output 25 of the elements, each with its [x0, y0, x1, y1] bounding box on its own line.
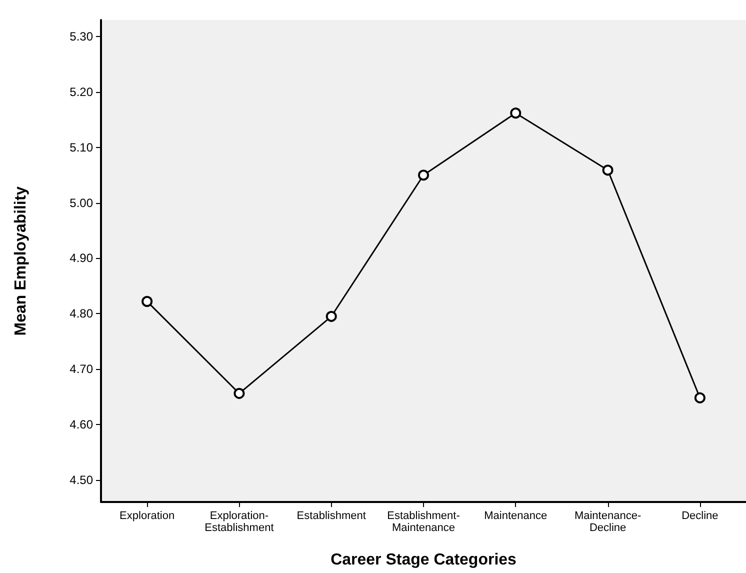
point — [510, 108, 522, 119]
y-tick-label: 4.80 — [70, 306, 94, 321]
y-tick-label: 4.60 — [70, 417, 94, 432]
x-axis-title: Career Stage Categories — [330, 552, 517, 568]
point — [694, 392, 706, 404]
point — [142, 296, 153, 307]
x-tick-label: Exploration-Establishment — [204, 510, 274, 534]
x-tick-label: Exploration — [120, 510, 175, 522]
y-tick-label: 5.30 — [70, 30, 94, 44]
y-tick-label: 4.70 — [70, 362, 94, 376]
y-axis-title: Mean Employability — [12, 186, 30, 336]
point — [234, 388, 245, 399]
x-tick-label: Maintenance — [484, 510, 548, 522]
x-tick-label: Maintenance-Decline — [574, 510, 642, 534]
y-tick-label: 4.50 — [70, 472, 94, 487]
y-tick-label: 4.90 — [70, 251, 94, 266]
y-tick-label: 5.00 — [70, 196, 94, 210]
x-tick-label: Establishment-Maintenance — [387, 510, 460, 534]
point — [326, 310, 337, 322]
point — [602, 164, 614, 176]
x-tick-label: Establishment — [296, 510, 366, 522]
x-tick-label: Decline — [682, 510, 718, 522]
y-tick-label: 5.20 — [70, 85, 94, 100]
y-tick-label: 5.10 — [70, 140, 94, 154]
point — [418, 170, 429, 181]
